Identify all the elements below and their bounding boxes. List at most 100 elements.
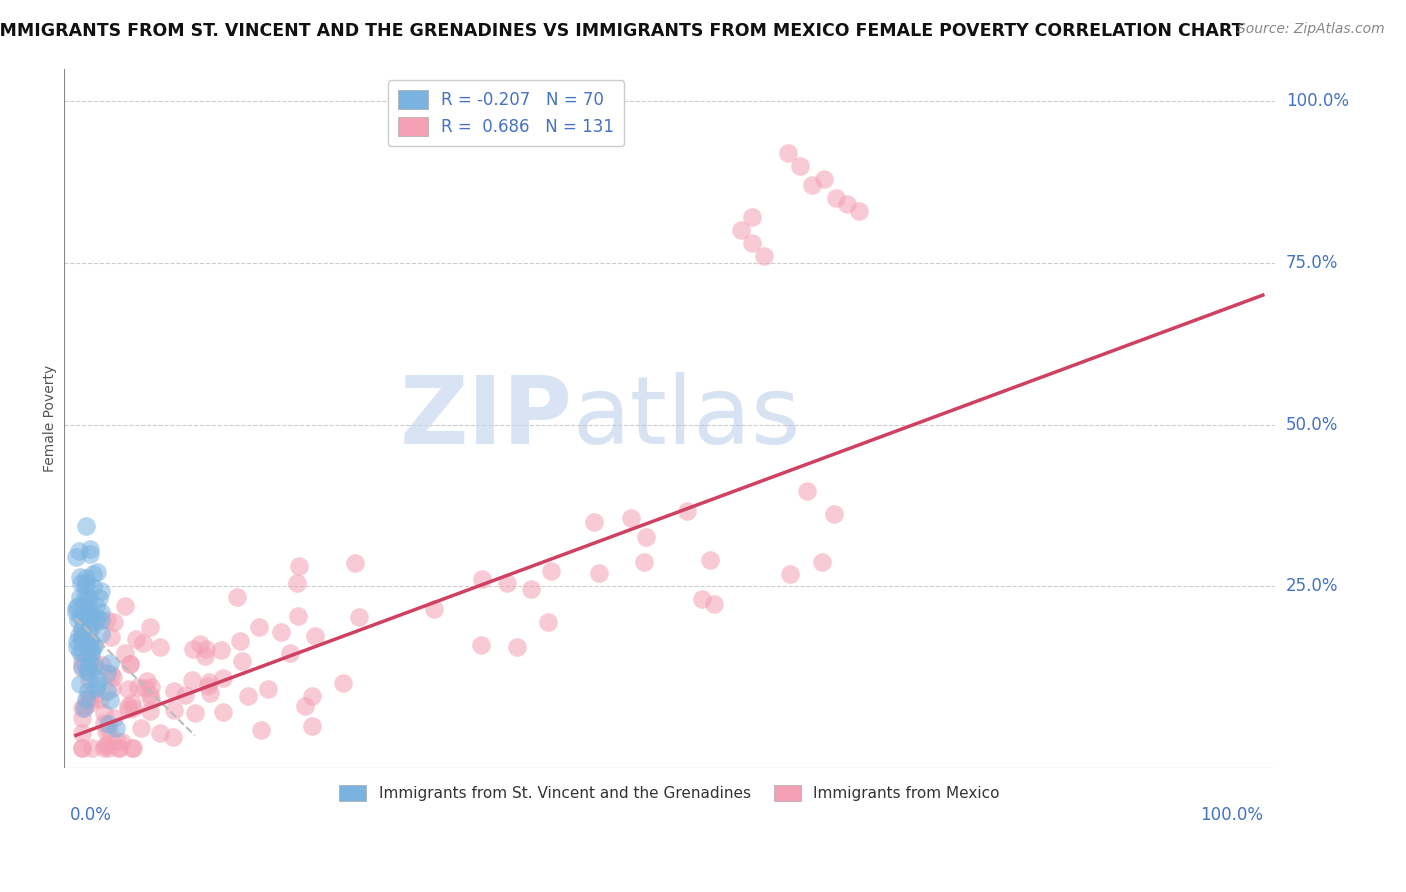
Point xyxy=(70,741,93,756)
Point xyxy=(84,681,107,696)
Point xyxy=(226,590,249,604)
Point xyxy=(76,608,98,623)
Point xyxy=(72,629,94,643)
Point xyxy=(79,690,101,705)
Point xyxy=(139,692,162,706)
Point xyxy=(65,549,87,564)
Point xyxy=(82,566,104,581)
Point xyxy=(100,667,122,681)
Point xyxy=(86,565,108,579)
Point xyxy=(301,689,323,703)
Point xyxy=(73,588,96,602)
Point xyxy=(304,629,326,643)
Point xyxy=(506,640,529,654)
Point xyxy=(139,688,162,702)
Point xyxy=(198,675,221,690)
Point xyxy=(96,614,118,628)
Point xyxy=(97,716,120,731)
Point xyxy=(80,645,103,659)
Point xyxy=(125,632,148,646)
Point xyxy=(134,681,156,695)
Point xyxy=(103,711,125,725)
Point xyxy=(73,701,96,715)
Point xyxy=(70,660,93,674)
Point xyxy=(69,645,91,659)
Point xyxy=(285,575,308,590)
Point xyxy=(86,672,108,686)
Point xyxy=(90,613,112,627)
Point xyxy=(184,706,207,721)
Point xyxy=(83,659,105,673)
Point xyxy=(70,645,93,659)
Point xyxy=(105,734,128,748)
Text: 0.0%: 0.0% xyxy=(70,806,112,824)
Point xyxy=(257,682,280,697)
Point xyxy=(778,145,800,160)
Point xyxy=(94,739,117,753)
Point xyxy=(139,620,162,634)
Point xyxy=(70,630,93,644)
Point xyxy=(103,670,125,684)
Point xyxy=(496,575,519,590)
Point xyxy=(163,703,186,717)
Point xyxy=(181,673,204,687)
Text: 100.0%: 100.0% xyxy=(1286,92,1348,110)
Point xyxy=(101,681,124,695)
Point xyxy=(70,711,93,725)
Point xyxy=(67,544,90,558)
Point xyxy=(824,191,846,205)
Point xyxy=(194,648,217,663)
Point xyxy=(86,678,108,692)
Point xyxy=(65,601,87,615)
Point xyxy=(70,610,93,624)
Point xyxy=(121,696,143,710)
Point xyxy=(80,646,103,660)
Point xyxy=(212,706,235,720)
Point xyxy=(93,716,115,731)
Point xyxy=(89,591,111,605)
Point xyxy=(139,680,162,694)
Point xyxy=(236,689,259,703)
Point xyxy=(76,648,98,663)
Point xyxy=(65,605,87,619)
Point xyxy=(800,178,823,192)
Point xyxy=(634,530,657,544)
Point xyxy=(200,686,222,700)
Point xyxy=(90,605,112,619)
Point xyxy=(73,599,96,613)
Point xyxy=(301,719,323,733)
Point xyxy=(129,721,152,735)
Point xyxy=(69,576,91,591)
Point xyxy=(211,671,233,685)
Point xyxy=(80,634,103,648)
Point xyxy=(83,615,105,629)
Point xyxy=(118,657,141,672)
Point xyxy=(76,592,98,607)
Point xyxy=(98,741,121,756)
Point xyxy=(80,741,103,756)
Text: 50.0%: 50.0% xyxy=(1286,416,1339,434)
Point xyxy=(75,519,97,533)
Point xyxy=(83,656,105,670)
Point xyxy=(108,741,131,756)
Point xyxy=(76,693,98,707)
Point xyxy=(86,611,108,625)
Point xyxy=(96,665,118,680)
Point xyxy=(90,583,112,598)
Point xyxy=(162,730,184,744)
Point xyxy=(66,599,89,613)
Point xyxy=(520,582,543,596)
Point xyxy=(117,702,139,716)
Point xyxy=(582,515,605,529)
Text: ZIP: ZIP xyxy=(399,372,572,464)
Point xyxy=(537,615,560,629)
Point xyxy=(139,704,162,718)
Point xyxy=(75,571,97,585)
Point xyxy=(70,726,93,740)
Point xyxy=(270,624,292,639)
Point xyxy=(848,203,870,218)
Point xyxy=(195,641,218,656)
Point xyxy=(114,599,136,614)
Point xyxy=(93,706,115,720)
Point xyxy=(79,542,101,557)
